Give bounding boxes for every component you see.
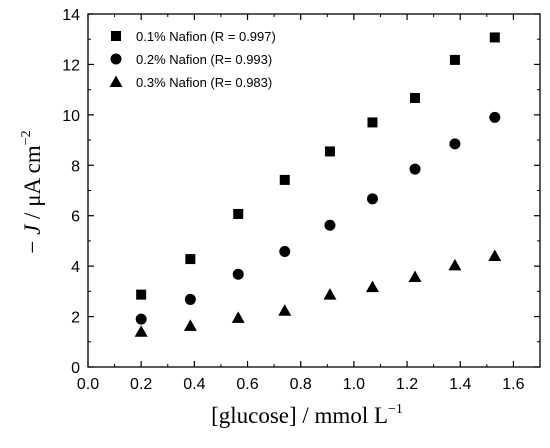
data-point-circle (135, 313, 147, 325)
data-point-square (410, 92, 421, 103)
data-point-circle (324, 219, 336, 231)
x-tick-label: 0.0 (77, 376, 99, 393)
ticks (87, 13, 540, 368)
data-point-square (367, 117, 378, 128)
data-point-circle (232, 268, 244, 280)
data-point-triangle (365, 280, 379, 293)
data-point-circle (184, 293, 196, 305)
legend: 0.1% Nafion (R = 0.997) 0.2% Nafion (R= 0… (109, 29, 276, 90)
y-axis-title-unit: / μA cm (20, 145, 45, 225)
y-axis-title-variable: J (20, 223, 45, 235)
y-tick-label: 8 (71, 158, 80, 175)
data-point-square (449, 54, 460, 65)
data-point-triangle (408, 270, 422, 282)
data-point-triangle (323, 288, 337, 300)
legend-marker-square (111, 31, 121, 41)
data-point-triangle (183, 319, 197, 331)
data-point-triangle (134, 325, 148, 337)
x-tick-label: 1.6 (502, 376, 524, 393)
data-point-square (185, 254, 196, 265)
data-point-circle (449, 138, 461, 150)
y-axis-title: − J / μA cm−2 (19, 130, 45, 253)
data-point-square (136, 289, 147, 300)
x-tick-label: 1.2 (396, 376, 418, 393)
data-point-triangle (448, 258, 462, 271)
data-point-circle (489, 111, 501, 123)
y-tick-label: 14 (62, 7, 80, 24)
x-tick-label: 0.8 (290, 376, 312, 393)
x-tick-label: 0.6 (236, 376, 258, 393)
x-axis-title: [glucose] / mmol L−1 (211, 402, 403, 428)
data-point-square (489, 32, 500, 43)
y-axis-title-superscript: −2 (19, 130, 34, 145)
data-point-triangle (231, 311, 245, 323)
data-point-triangle (488, 249, 502, 262)
y-tick-label: 12 (62, 57, 80, 74)
legend-label: 0.3% Nafion (R= 0.983) (136, 75, 272, 90)
data-point-square (324, 146, 335, 157)
x-axis-title-superscript: −1 (388, 402, 403, 417)
series-1 (136, 32, 500, 300)
data-point-square (279, 174, 290, 185)
legend-item-3: 0.3% Nafion (R= 0.983) (109, 75, 272, 90)
data-points (134, 32, 502, 337)
x-tick-label: 1.0 (343, 376, 365, 393)
legend-item-2: 0.2% Nafion (R= 0.993) (110, 52, 272, 67)
series-2 (135, 111, 501, 325)
data-point-circle (366, 193, 378, 205)
legend-label: 0.1% Nafion (R = 0.997) (136, 29, 276, 44)
data-point-circle (279, 246, 291, 258)
data-point-square (233, 208, 244, 219)
tick-labels: 0.0 0.2 0.4 0.6 0.8 1.0 1.2 1.4 1.6 0 2 4 6 8 10 12 14 (62, 7, 524, 393)
y-axis-title-prefix: − (20, 235, 45, 254)
y-tick-label: 4 (71, 259, 80, 276)
y-tick-label: 10 (62, 108, 80, 125)
data-point-triangle (278, 304, 292, 316)
y-tick-label: 6 (71, 209, 80, 226)
x-tick-label: 1.4 (449, 376, 471, 393)
x-tick-label: 0.2 (130, 376, 152, 393)
legend-marker-triangle (109, 75, 123, 87)
y-tick-label: 2 (71, 310, 80, 327)
legend-item-1: 0.1% Nafion (R = 0.997) (111, 29, 276, 44)
y-tick-label: 0 (71, 360, 80, 377)
legend-label: 0.2% Nafion (R= 0.993) (136, 52, 272, 67)
series-3 (134, 249, 502, 337)
x-tick-label: 0.4 (183, 376, 205, 393)
legend-marker-circle (110, 53, 122, 65)
x-axis-title-text: [glucose] / mmol L (211, 403, 388, 428)
data-point-circle (409, 163, 421, 175)
